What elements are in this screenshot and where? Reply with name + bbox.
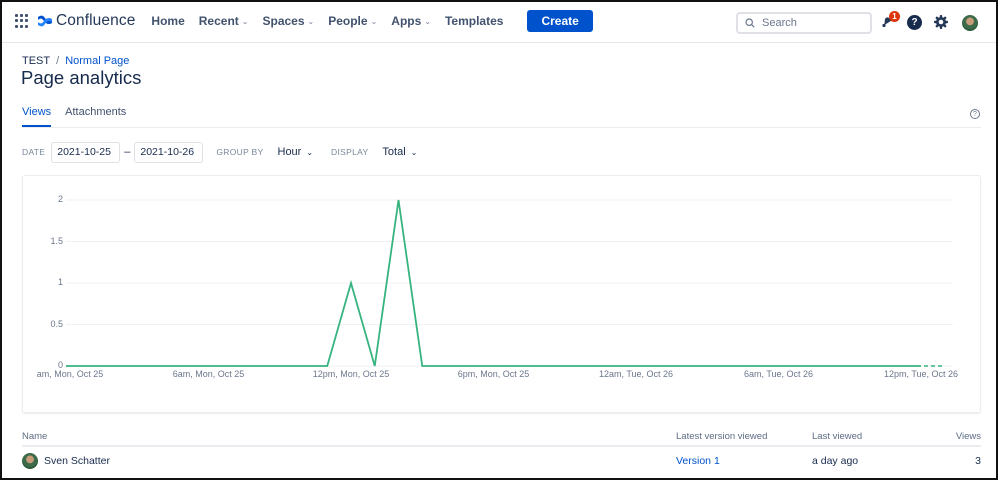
confluence-logo[interactable]: Confluence [37, 12, 135, 30]
filters-bar: DATE 2021-10-25 – 2021-10-26 GROUP BY Ho… [22, 141, 435, 163]
chevron-down-icon: ⌄ [410, 147, 418, 157]
help-circle-icon[interactable]: ? [970, 109, 980, 119]
last-viewed: a day ago [812, 455, 859, 467]
group-by-label: GROUP BY [216, 147, 264, 157]
nav-home-label: Home [151, 14, 185, 28]
table-row: Sven Schatter Version 1 a day ago 3 [22, 447, 981, 475]
chevron-down-icon: ⌄ [306, 147, 314, 157]
nav-spaces[interactable]: Spaces ⌄ [262, 14, 314, 28]
search-icon [745, 18, 755, 28]
viewers-table: Name Latest version viewed Last viewed V… [22, 428, 981, 475]
display-value: Total [382, 146, 406, 158]
breadcrumb: TEST / Normal Page [22, 55, 129, 67]
date-to-input[interactable]: 2021-10-26 [134, 141, 204, 163]
nav-templates[interactable]: Templates [445, 14, 503, 28]
table-header: Name Latest version viewed Last viewed V… [22, 428, 981, 447]
tab-attachments[interactable]: Attachments [65, 106, 127, 118]
group-by-value: Hour [277, 146, 302, 158]
app-switcher-icon[interactable] [15, 14, 29, 28]
breadcrumb-page[interactable]: Normal Page [65, 55, 130, 67]
y-axis-tick-label: 1.5 [50, 235, 63, 246]
header-last-viewed[interactable]: Last viewed [812, 431, 863, 442]
version-link[interactable]: Version 1 [676, 455, 720, 467]
line-chart-plot [66, 199, 953, 367]
viewer-name-cell: Sven Schatter [22, 453, 676, 469]
x-axis-tick-label: 12am, Tue, Oct 26 [598, 369, 674, 379]
nav-home[interactable]: Home [151, 14, 184, 28]
x-axis-tick-label: 6am, Mon, Oct 25 [172, 369, 245, 379]
breadcrumb-space[interactable]: TEST [22, 55, 51, 67]
chevron-down-icon: ⌄ [241, 16, 249, 26]
chevron-down-icon: ⌄ [307, 16, 315, 26]
y-axis-tick-label: 2 [57, 194, 63, 204]
date-separator: – [124, 146, 131, 158]
product-name: Confluence [56, 12, 136, 29]
date-from-input[interactable]: 2021-10-25 [51, 141, 121, 163]
notification-count-badge: 1 [889, 11, 900, 22]
tab-views[interactable]: Views [22, 106, 52, 127]
search-input[interactable]: Search [736, 12, 872, 34]
chevron-down-icon: ⌄ [424, 16, 431, 26]
nav-people[interactable]: People ⌄ [328, 14, 377, 28]
nav-apps-label: Apps [391, 14, 422, 28]
display-select[interactable]: Total ⌄ [382, 146, 417, 158]
nav-apps[interactable]: Apps ⌄ [391, 14, 431, 28]
chevron-down-icon: ⌄ [370, 16, 378, 26]
confluence-logo-icon [38, 15, 52, 27]
views-chart: 0 0.5 1 1.5 2 am, Mon, Oct 25 6am, Mon, Oct 25… [22, 175, 981, 413]
help-icon[interactable]: ? [907, 15, 922, 30]
viewer-name[interactable]: Sven Schatter [44, 455, 110, 467]
user-avatar[interactable] [962, 15, 978, 31]
header-views[interactable]: Views [955, 431, 981, 442]
display-label: DISPLAY [331, 147, 369, 157]
nav-recent[interactable]: Recent ⌄ [199, 14, 249, 28]
y-axis-tick-label: 0.5 [50, 318, 63, 329]
search-placeholder: Search [762, 17, 797, 29]
y-axis-tick-label: 1 [57, 277, 63, 287]
header-name[interactable]: Name [22, 431, 48, 442]
view-count: 3 [975, 455, 981, 467]
top-navigation: Confluence Home Recent ⌄ Spaces ⌄ People ⌄ … [0, 0, 998, 43]
x-axis-tick-label: am, Mon, Oct 25 [36, 369, 104, 379]
tabs: Views Attachments [22, 106, 981, 128]
viewer-avatar[interactable] [22, 453, 38, 469]
header-latest-version[interactable]: Latest version viewed [676, 431, 768, 442]
x-axis-tick-label: 12pm, Mon, Oct 25 [312, 369, 390, 379]
x-axis-tick-label: 12pm, Tue, Oct 26 [883, 369, 959, 379]
date-label: DATE [22, 147, 46, 157]
nav-templates-label: Templates [444, 14, 504, 28]
create-button[interactable]: Create [527, 10, 593, 32]
x-axis-tick-label: 6am, Tue, Oct 26 [743, 369, 814, 379]
nav-people-label: People [328, 14, 368, 28]
group-by-select[interactable]: Hour ⌄ [278, 146, 314, 158]
y-axis-tick-label: 0 [57, 360, 63, 370]
x-axis-tick-label: 6pm, Mon, Oct 25 [457, 369, 530, 379]
breadcrumb-separator: / [56, 55, 60, 67]
nav-spaces-label: Spaces [262, 14, 305, 28]
page-title: Page analytics [21, 67, 142, 88]
nav-recent-label: Recent [198, 14, 239, 28]
settings-gear-icon[interactable] [933, 14, 949, 30]
